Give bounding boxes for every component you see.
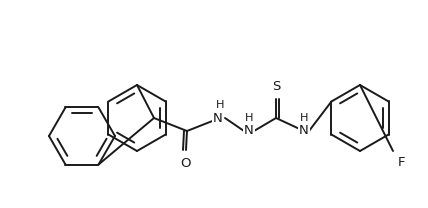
Text: N: N	[213, 111, 223, 125]
Text: F: F	[398, 156, 405, 169]
Text: O: O	[181, 157, 191, 170]
Text: H: H	[300, 113, 308, 123]
Text: S: S	[272, 80, 280, 93]
Text: N: N	[299, 125, 309, 137]
Text: N: N	[244, 125, 254, 137]
Text: H: H	[245, 113, 253, 123]
Text: H: H	[216, 100, 224, 110]
